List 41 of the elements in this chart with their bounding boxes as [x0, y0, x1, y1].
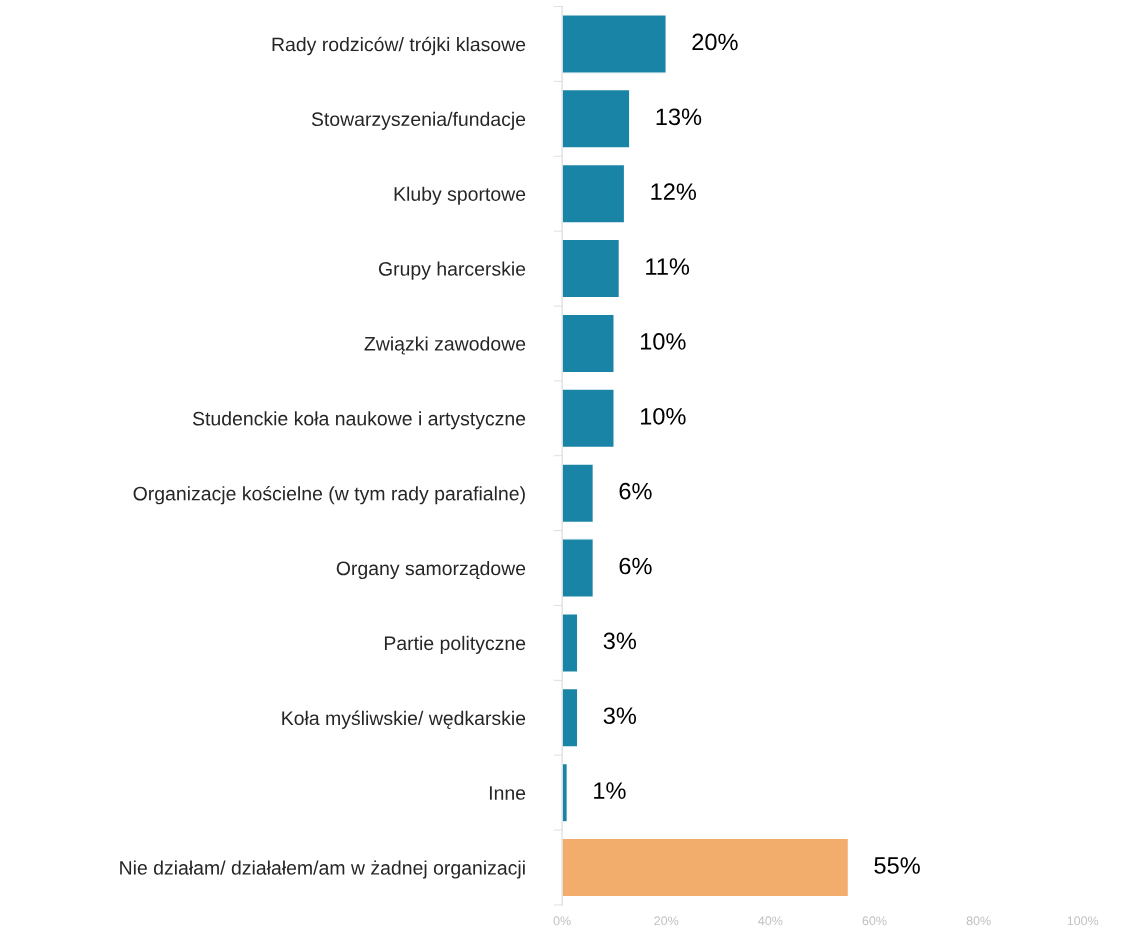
bar — [562, 613, 579, 673]
y-tick-label: Rady rodziców/ trójki klasowe — [272, 36, 526, 56]
y-tick-label: Stowarzyszenia/fundacje — [311, 111, 526, 130]
y-tick-label: Organy samorządowe — [336, 560, 526, 580]
data-label: 12% — [651, 183, 697, 200]
y-tick-label: Nie działam/ działałem/am w żadnej organizacji — [120, 860, 525, 879]
bar — [562, 88, 631, 149]
bar — [562, 313, 615, 374]
bar — [562, 538, 595, 598]
data-label: 10% — [640, 333, 686, 350]
y-tick-label: Koła myśliwskie/ wędkarskie — [282, 710, 526, 729]
data-label: 6% — [619, 557, 652, 575]
x-tick-label: 0% — [553, 916, 571, 926]
data-label: 20% — [692, 33, 738, 51]
x-tick-label: 60% — [862, 916, 887, 926]
x-tick-label: 100% — [1067, 916, 1099, 926]
x-tick-label: 40% — [758, 916, 783, 926]
y-tick-label: Inne — [489, 786, 526, 800]
data-label: 10% — [640, 407, 686, 425]
bar — [562, 463, 595, 524]
data-label: 3% — [603, 707, 637, 725]
x-tick-label: 80% — [966, 916, 991, 926]
data-label: 13% — [656, 108, 702, 126]
y-tick-label: Grupy harcerskie — [378, 261, 526, 280]
y-tick-label: Organizacje kościelne (w tym rady parafialne) — [133, 486, 525, 505]
data-label: 55% — [874, 857, 920, 874]
bar — [562, 14, 667, 74]
bar — [562, 388, 615, 449]
data-label: 6% — [619, 482, 652, 500]
data-label: 1% — [594, 782, 626, 799]
x-tick-label: 20% — [654, 916, 679, 926]
data-label: 3% — [603, 632, 637, 650]
y-tick-label: Partie polityczne — [384, 635, 526, 654]
y-tick-label: Studenckie koła naukowe i artystyczne — [192, 411, 526, 430]
bar — [562, 687, 579, 748]
y-tick-label: Kluby sportowe — [394, 186, 526, 205]
bar — [562, 837, 850, 898]
bar — [562, 238, 621, 299]
bar — [562, 163, 626, 224]
y-tick-label: Związki zawodowe — [364, 336, 526, 355]
data-label: 11% — [646, 258, 690, 275]
